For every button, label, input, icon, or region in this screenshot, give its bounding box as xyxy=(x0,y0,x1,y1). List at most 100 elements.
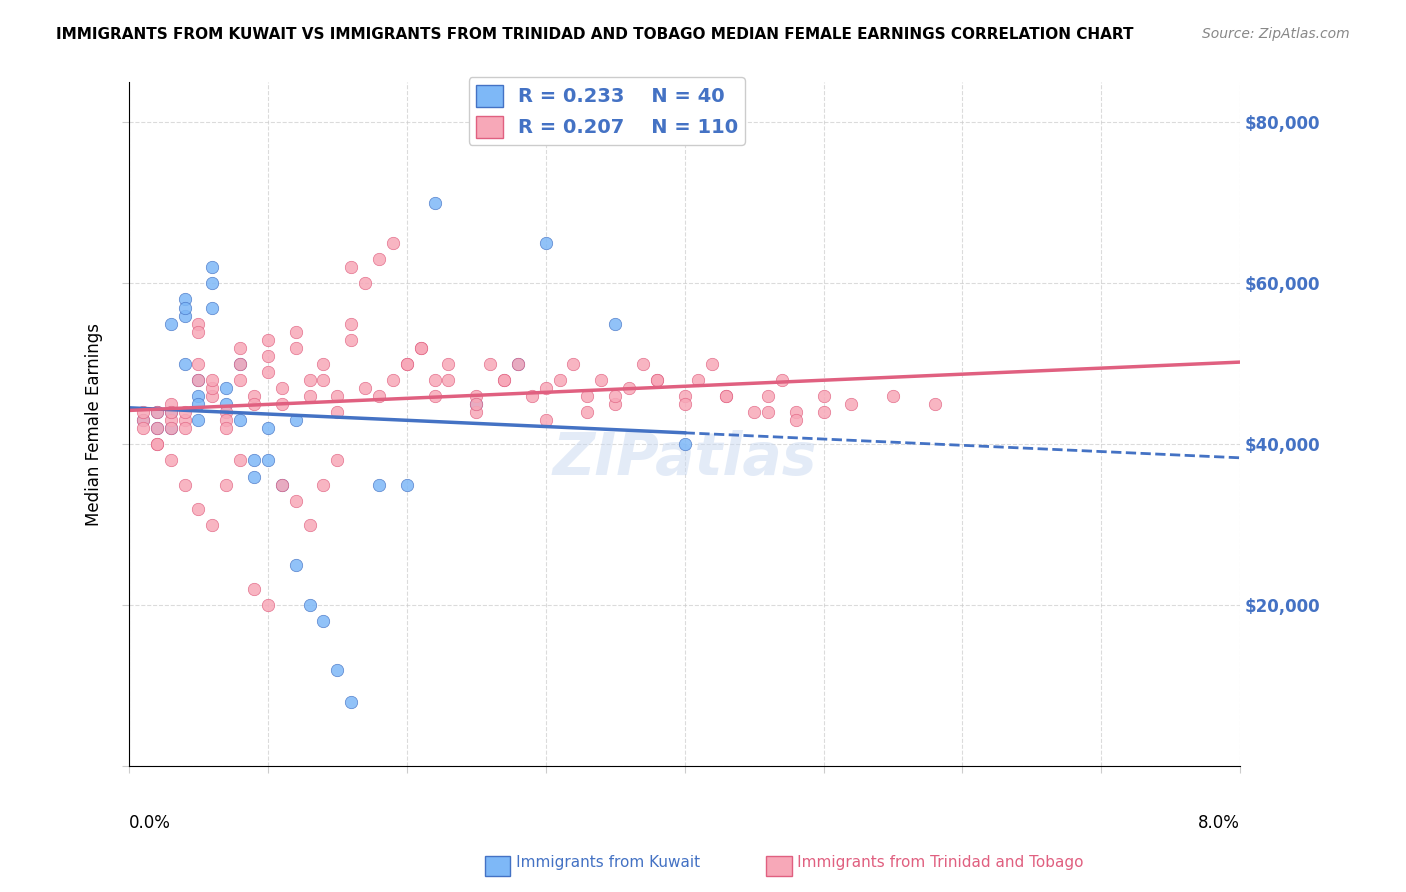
Point xyxy=(605,397,627,411)
Point xyxy=(340,333,363,347)
Point xyxy=(673,437,696,451)
Point xyxy=(257,421,280,435)
Point xyxy=(492,373,515,387)
Point xyxy=(132,405,155,419)
Point xyxy=(270,397,292,411)
Point xyxy=(201,277,224,291)
Point xyxy=(617,381,640,395)
Point xyxy=(645,373,668,387)
Point xyxy=(257,333,280,347)
Text: 0.0%: 0.0% xyxy=(129,814,172,832)
Point xyxy=(215,381,238,395)
Point xyxy=(132,421,155,435)
Point xyxy=(187,389,209,403)
Point xyxy=(605,317,627,331)
Point xyxy=(257,365,280,379)
Point xyxy=(770,373,793,387)
Point xyxy=(645,373,668,387)
Point xyxy=(465,405,488,419)
Point xyxy=(631,357,654,371)
Point xyxy=(201,373,224,387)
Point xyxy=(312,615,335,629)
Point xyxy=(243,469,266,483)
Point xyxy=(229,373,252,387)
Point xyxy=(326,389,349,403)
Point xyxy=(688,373,710,387)
Point xyxy=(298,389,321,403)
Point xyxy=(605,389,627,403)
Point xyxy=(243,453,266,467)
Point xyxy=(159,421,181,435)
Point xyxy=(465,397,488,411)
Point xyxy=(716,389,738,403)
Point xyxy=(465,389,488,403)
Point xyxy=(201,389,224,403)
Point xyxy=(201,260,224,275)
Point xyxy=(492,373,515,387)
Point xyxy=(562,357,585,371)
Point xyxy=(742,405,765,419)
Point xyxy=(340,317,363,331)
Point xyxy=(534,236,557,251)
Point xyxy=(187,317,209,331)
Point xyxy=(673,389,696,403)
Point xyxy=(576,405,599,419)
Point xyxy=(326,453,349,467)
Point xyxy=(270,477,292,491)
Point xyxy=(326,663,349,677)
Point xyxy=(312,373,335,387)
Point xyxy=(257,599,280,613)
Point xyxy=(146,405,169,419)
Point xyxy=(284,558,307,573)
Text: ZIPatlas: ZIPatlas xyxy=(553,430,817,487)
Point xyxy=(839,397,862,411)
Point xyxy=(257,349,280,363)
Point xyxy=(354,381,377,395)
Point xyxy=(423,373,446,387)
Point xyxy=(423,195,446,210)
Point xyxy=(785,413,807,427)
Point xyxy=(284,341,307,355)
Point xyxy=(368,477,391,491)
Point xyxy=(201,517,224,532)
Point xyxy=(479,357,502,371)
Point xyxy=(506,357,529,371)
Point xyxy=(215,477,238,491)
Point xyxy=(354,277,377,291)
Point xyxy=(159,405,181,419)
Y-axis label: Median Female Earnings: Median Female Earnings xyxy=(86,323,103,525)
Point xyxy=(243,389,266,403)
Point xyxy=(673,397,696,411)
Point xyxy=(340,695,363,709)
Point xyxy=(409,341,432,355)
Point xyxy=(395,357,418,371)
Point xyxy=(368,389,391,403)
Text: IMMIGRANTS FROM KUWAIT VS IMMIGRANTS FROM TRINIDAD AND TOBAGO MEDIAN FEMALE EARN: IMMIGRANTS FROM KUWAIT VS IMMIGRANTS FRO… xyxy=(56,27,1133,42)
Point xyxy=(437,373,460,387)
Point xyxy=(173,293,195,307)
Point xyxy=(187,325,209,339)
Point xyxy=(326,405,349,419)
Point xyxy=(146,421,169,435)
Point xyxy=(716,389,738,403)
Text: □  Immigrants from Kuwait: □ Immigrants from Kuwait xyxy=(492,855,700,870)
Point xyxy=(298,517,321,532)
Point xyxy=(702,357,724,371)
Point xyxy=(298,599,321,613)
Point xyxy=(395,357,418,371)
Point xyxy=(785,405,807,419)
Point xyxy=(270,381,292,395)
Point xyxy=(173,405,195,419)
Point xyxy=(423,389,446,403)
Point xyxy=(257,453,280,467)
Point xyxy=(187,397,209,411)
Point xyxy=(229,357,252,371)
Point xyxy=(756,405,779,419)
Point xyxy=(591,373,613,387)
Point xyxy=(187,501,209,516)
Point xyxy=(284,413,307,427)
Point xyxy=(506,357,529,371)
Point xyxy=(368,252,391,267)
Point xyxy=(132,413,155,427)
Point xyxy=(243,582,266,597)
